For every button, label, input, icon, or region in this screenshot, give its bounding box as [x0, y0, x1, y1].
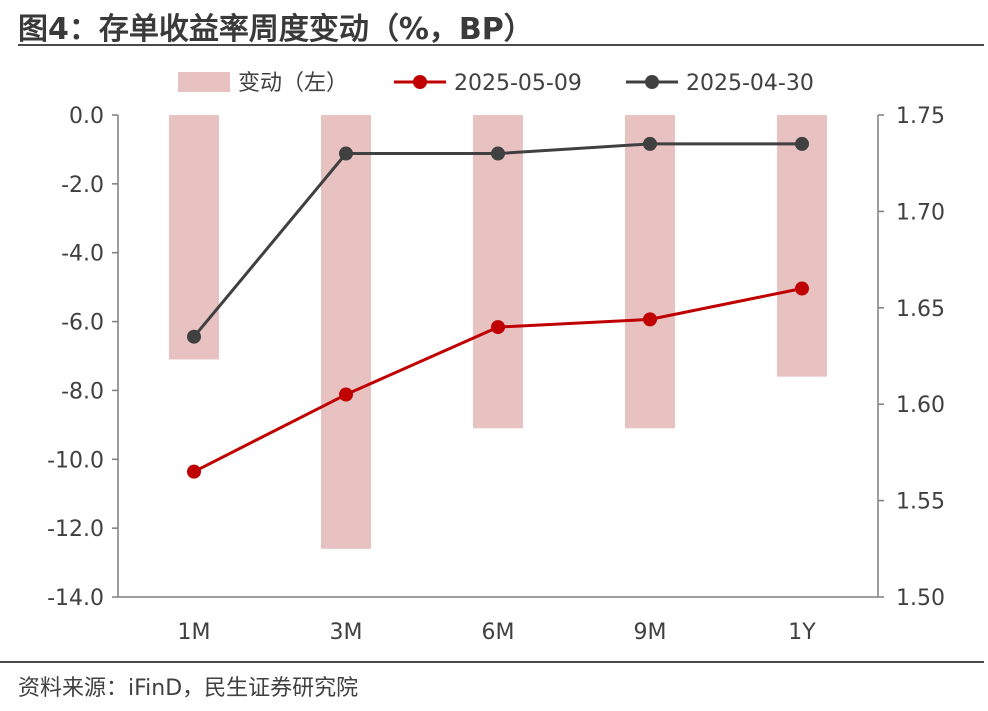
bar-1Y	[777, 115, 827, 377]
right-tick-label: 1.75	[896, 104, 945, 129]
left-tick-label: -2.0	[61, 173, 104, 198]
legend: 变动（左） 2025-05-09 2025-04-30	[178, 71, 814, 96]
series-point-2025-04-30	[643, 136, 657, 151]
series-point-2025-05-09	[491, 320, 505, 335]
x-tick-label: 3M	[330, 620, 363, 645]
legend-series-label: 2025-05-09	[454, 71, 582, 96]
bar-3M	[321, 115, 371, 549]
series-point-2025-04-30	[339, 146, 353, 161]
chart-title: 图4：存单收益率周度变动（%，BP）	[18, 12, 534, 47]
source-rule	[0, 661, 984, 663]
bar-series	[169, 115, 827, 549]
x-tick-label: 9M	[634, 620, 667, 645]
series-point-2025-05-09	[643, 312, 657, 327]
series-point-2025-04-30	[491, 146, 505, 161]
series-point-2025-05-09	[187, 464, 201, 479]
legend-marker	[645, 75, 659, 89]
legend-marker	[413, 75, 427, 89]
bar-9M	[625, 115, 675, 429]
left-tick-label: -12.0	[47, 517, 104, 542]
series-point-2025-05-09	[339, 387, 353, 402]
x-tick-label: 6M	[482, 620, 515, 645]
right-tick-label: 1.70	[896, 200, 945, 225]
bar-1M	[169, 115, 219, 360]
legend-bar-label: 变动（左）	[238, 71, 348, 96]
series-point-2025-04-30	[187, 329, 201, 344]
series-point-2025-05-09	[795, 281, 809, 296]
right-tick-label: 1.65	[896, 297, 945, 322]
left-tick-label: -4.0	[61, 242, 104, 267]
right-tick-label: 1.55	[896, 490, 945, 515]
left-tick-label: 0.0	[69, 104, 104, 129]
x-tick-label: 1M	[178, 620, 211, 645]
left-tick-label: -10.0	[47, 448, 104, 473]
title-rule	[18, 44, 984, 46]
x-tick-label: 1Y	[788, 620, 816, 645]
line-series	[187, 136, 809, 479]
legend-bar-swatch	[178, 72, 230, 92]
left-tick-label: -14.0	[47, 586, 104, 611]
tick-labels: 0.0 -2.0 -4.0 -6.0 -8.0 -10.0 -12.0 -14.0 1.75 1.…	[47, 104, 945, 645]
right-tick-label: 1.60	[896, 393, 945, 418]
series-point-2025-04-30	[795, 136, 809, 151]
left-tick-label: -8.0	[61, 379, 104, 404]
bar-6M	[473, 115, 523, 429]
left-tick-label: -6.0	[61, 311, 104, 336]
right-tick-label: 1.50	[896, 586, 945, 611]
legend-series-label: 2025-04-30	[686, 71, 814, 96]
source-note: 资料来源：iFinD，民生证券研究院	[18, 676, 359, 701]
axes	[112, 114, 884, 598]
